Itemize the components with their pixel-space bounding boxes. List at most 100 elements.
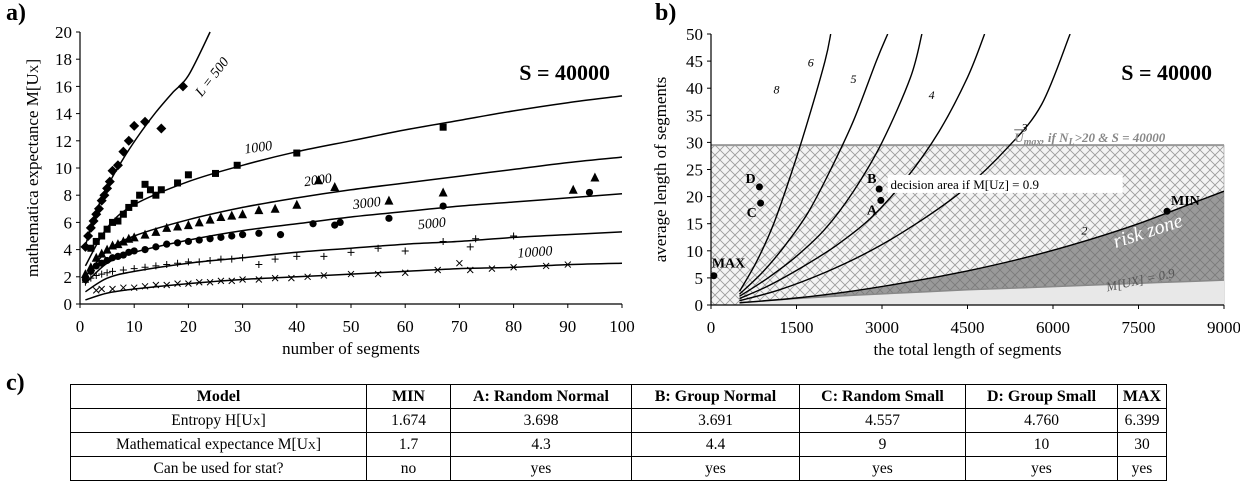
point-circle: [98, 259, 106, 267]
point-triangle: [330, 182, 340, 192]
curve-label-4: 4: [929, 88, 935, 102]
point-circle: [195, 236, 203, 244]
fit-line-2: [84, 156, 623, 278]
point-x: [401, 269, 409, 277]
x-tick-label: 100: [609, 317, 635, 336]
point-square: [136, 191, 144, 199]
point-x: [228, 277, 236, 285]
point-x: [217, 277, 225, 285]
point-triangle: [162, 222, 172, 232]
point-diamond: [123, 135, 134, 146]
y-tick-label: 2: [64, 268, 73, 287]
point-square: [87, 244, 95, 252]
point-circle: [217, 233, 225, 241]
y-tick-label: 10: [686, 242, 703, 261]
point-plus: [87, 274, 95, 282]
point-triangle: [205, 214, 215, 224]
table-cell: 3.698: [450, 408, 632, 433]
table-cell: 6.399: [1117, 408, 1167, 433]
point-plus: [510, 232, 518, 240]
point-triangle: [97, 248, 107, 258]
x-tick-label: 80: [505, 317, 522, 336]
point-x: [320, 272, 328, 279]
point-b: [875, 185, 883, 193]
point-triangle: [80, 269, 90, 279]
point-circle: [141, 246, 149, 254]
point-triangle: [194, 217, 204, 227]
point-x: [98, 285, 106, 293]
x-tick-label: 0: [707, 318, 716, 337]
point-x: [255, 276, 263, 283]
table-cell: 4.4: [631, 432, 800, 457]
point-plus: [206, 256, 214, 264]
curve-5: [739, 34, 923, 297]
risk-zone-area: [739, 145, 1224, 303]
point-circle: [163, 240, 171, 248]
point-circle: [125, 248, 133, 256]
curve-label-2: 2: [1081, 224, 1087, 238]
point-triangle: [129, 232, 139, 242]
point-square: [130, 199, 138, 207]
table-cell: 3.691: [631, 408, 800, 433]
y-tick-label: 10: [55, 159, 72, 178]
point-label-d: D: [745, 172, 755, 187]
point-circle: [114, 252, 122, 260]
point-plus: [255, 261, 263, 269]
y-tick-label: 40: [686, 79, 703, 98]
curve-6: [739, 34, 889, 295]
point-circle: [119, 251, 127, 259]
point-diamond: [83, 231, 94, 241]
table-cell: yes: [450, 456, 632, 481]
point-diamond: [93, 203, 104, 214]
x-tick-label: 3000: [865, 318, 899, 337]
curve-label-8: 8: [774, 83, 780, 97]
point-square: [141, 180, 149, 188]
point-square: [157, 186, 165, 194]
point-x: [130, 284, 138, 292]
point-square: [184, 171, 192, 179]
y-tick-label: 16: [55, 77, 72, 96]
point-plus: [103, 269, 111, 277]
point-square: [212, 169, 219, 177]
fit-line-label-1: 1000: [243, 139, 273, 158]
point-square: [103, 225, 111, 233]
point-circle: [108, 254, 117, 262]
table-row: Can be used for stat? no yes yes yes yes yes: [70, 456, 1167, 481]
point-triangle: [113, 239, 123, 249]
point-square: [174, 179, 182, 187]
y-axis-title: average length of segments: [651, 77, 670, 263]
threshold-label: Umax, if NL>20 & S = 40000: [1014, 130, 1166, 148]
x-tick-label: 90: [559, 317, 576, 336]
header-c: C: Random Small: [799, 384, 966, 409]
point-x: [374, 270, 382, 278]
point-circle: [585, 188, 594, 197]
point-triangle: [590, 172, 600, 182]
x-tick-label: 9000: [1207, 318, 1240, 337]
panel-a-label: a): [6, 0, 26, 26]
point-label-min: MIN: [1171, 194, 1200, 209]
point-x: [120, 284, 127, 292]
point-plus: [439, 237, 447, 245]
risk-curve: [739, 279, 1225, 304]
point-triangle: [216, 211, 226, 221]
point-x: [141, 282, 149, 290]
point-triangle: [102, 244, 112, 254]
point-diamond: [112, 160, 123, 171]
point-plus: [217, 255, 225, 263]
table-cell: 30: [1117, 432, 1167, 457]
point-x: [239, 276, 246, 283]
point-triangle: [568, 184, 578, 194]
point-square: [98, 232, 106, 240]
x-tick-label: 50: [343, 317, 360, 336]
point-plus: [174, 259, 182, 267]
point-label-a: A: [867, 203, 878, 218]
point-diamond: [104, 176, 115, 187]
point-circle: [255, 229, 263, 237]
curve-4: [739, 34, 986, 300]
point-triangle: [173, 221, 183, 231]
point-x: [434, 266, 442, 274]
point-square: [109, 218, 117, 226]
point-d: [755, 183, 763, 191]
point-circle: [206, 235, 214, 243]
point-plus: [472, 235, 480, 243]
